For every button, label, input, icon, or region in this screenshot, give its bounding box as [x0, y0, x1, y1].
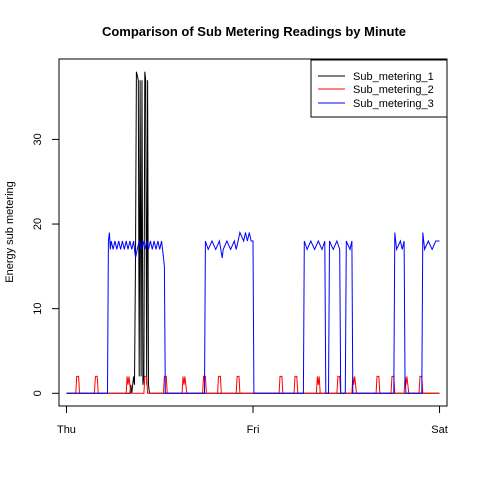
x-tick-label: Thu [57, 424, 76, 436]
y-tick-label: 0 [32, 390, 44, 396]
x-axis: Thu Fri Sat [57, 405, 448, 436]
y-axis: 0 10 20 30 [32, 133, 60, 396]
chart-title: Comparison of Sub Metering Readings by M… [102, 24, 406, 39]
x-tick-label: Fri [247, 424, 260, 436]
series-line-sub-metering-2 [66, 375, 440, 394]
legend-label: Sub_metering_2 [353, 84, 434, 96]
legend-label: Sub_metering_3 [353, 98, 434, 110]
legend-box [310, 59, 448, 118]
legend-label: Sub_metering_1 [353, 71, 434, 83]
series-line-sub-metering-1 [66, 71, 440, 394]
y-tick-label: 10 [32, 303, 44, 315]
series-layer [66, 71, 440, 394]
y-tick-label: 30 [32, 133, 44, 145]
x-tick-label: Sat [431, 424, 448, 436]
y-axis-label: Energy sub metering [4, 181, 16, 283]
series-line-sub-metering-3 [66, 230, 440, 394]
y-tick-label: 20 [32, 218, 44, 230]
